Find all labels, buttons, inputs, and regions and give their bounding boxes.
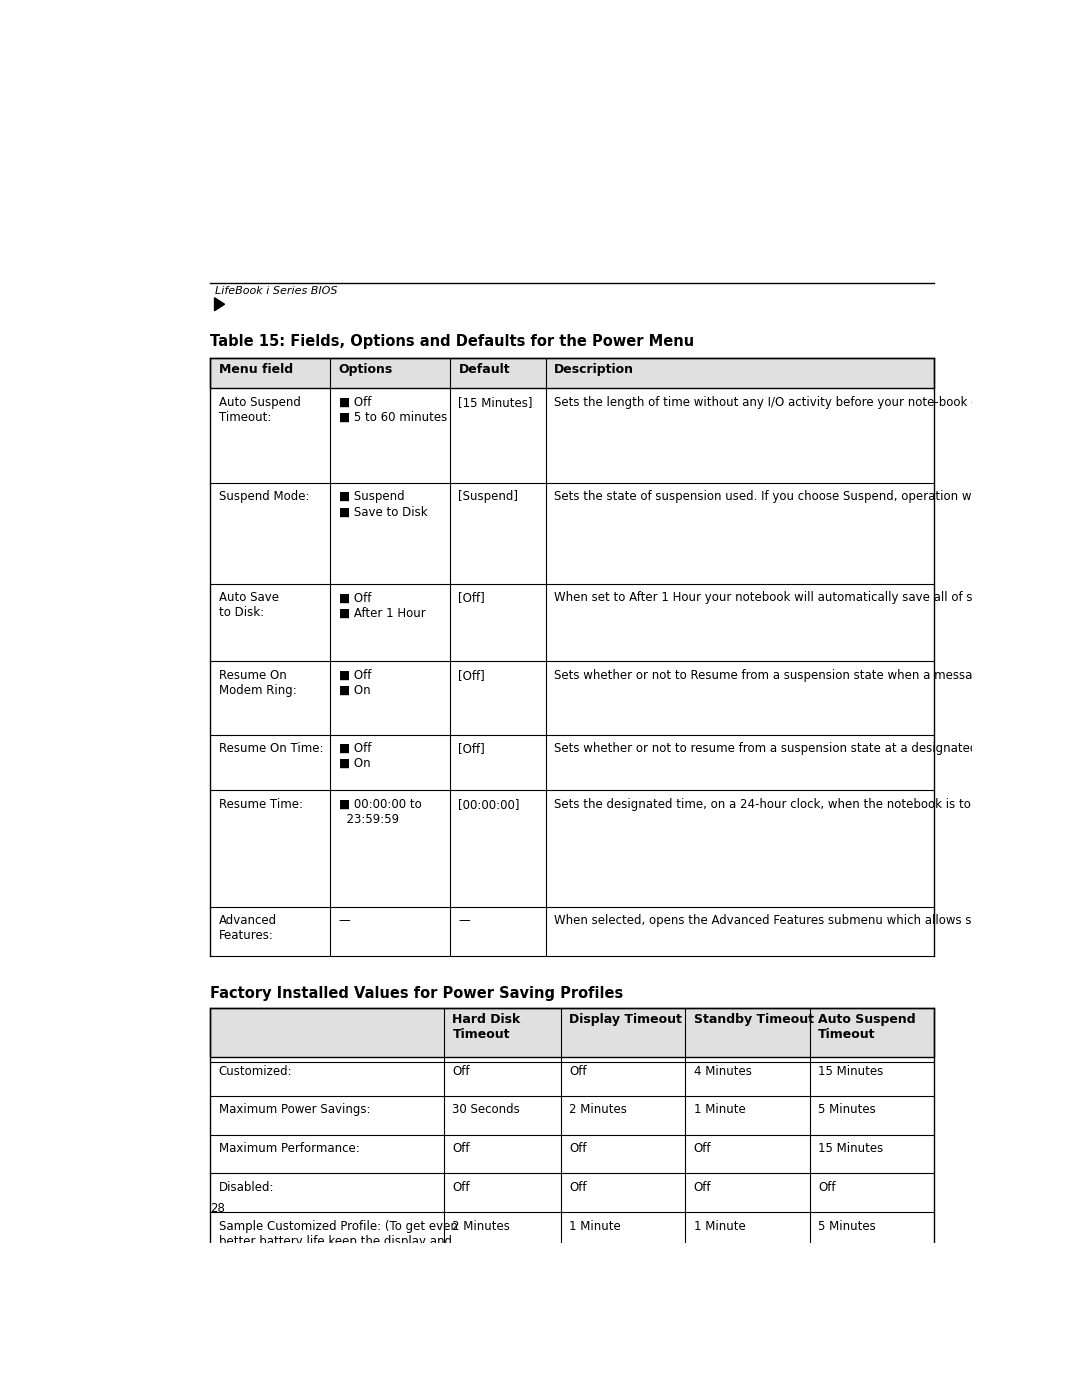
Text: Options: Options — [338, 363, 393, 376]
Text: 28: 28 — [211, 1203, 226, 1215]
Bar — [561, 1007, 686, 1058]
Text: [00:00:00]: [00:00:00] — [458, 798, 519, 812]
Text: Sets the designated time, on a 24-hour clock, when the notebook is to automatica: Sets the designated time, on a 24-hour c… — [554, 798, 1080, 812]
Text: Suspend Mode:: Suspend Mode: — [218, 490, 309, 503]
Text: Off: Off — [569, 1143, 586, 1155]
Bar — [211, 1007, 444, 1058]
Text: 30 Seconds: 30 Seconds — [453, 1104, 521, 1116]
Text: 15 Minutes: 15 Minutes — [819, 1065, 883, 1077]
Text: Off: Off — [819, 1180, 836, 1194]
Text: ■ Off
■ On: ■ Off ■ On — [338, 742, 370, 770]
Text: Off: Off — [453, 1143, 470, 1155]
Text: Resume Time:: Resume Time: — [218, 798, 302, 812]
Text: Description: Description — [554, 363, 634, 376]
Text: [15 Minutes]: [15 Minutes] — [458, 395, 532, 409]
Bar — [211, 358, 330, 388]
Text: Sets whether or not to Resume from a suspension state when a message is received: Sets whether or not to Resume from a sus… — [554, 669, 1080, 682]
Bar — [211, 358, 934, 388]
Text: Standby Timeout: Standby Timeout — [693, 1013, 814, 1027]
Text: [Off]: [Off] — [458, 591, 485, 605]
Text: Advanced
Features:: Advanced Features: — [218, 914, 276, 942]
Bar — [686, 1007, 810, 1058]
Text: 15 Minutes: 15 Minutes — [819, 1143, 883, 1155]
Text: Sets the state of suspension used. If you choose Suspend, operation will be susp: Sets the state of suspension used. If yo… — [554, 490, 1080, 503]
Text: Auto Suspend
Timeout:: Auto Suspend Timeout: — [218, 395, 300, 423]
Text: Sets the length of time without any I/O activity before your note-book goes into: Sets the length of time without any I/O … — [554, 395, 1080, 409]
Text: Sample Customized Profile: (To get even
better battery life keep the display and: Sample Customized Profile: (To get even … — [218, 1220, 474, 1278]
Text: —: — — [458, 914, 470, 928]
Text: [Suspend]: [Suspend] — [458, 490, 518, 503]
Bar — [545, 358, 934, 388]
Text: Auto Suspend
Timeout: Auto Suspend Timeout — [819, 1013, 916, 1041]
Polygon shape — [215, 298, 225, 310]
Text: Hard Disk
Timeout: Hard Disk Timeout — [453, 1013, 521, 1041]
Text: Default: Default — [458, 363, 510, 376]
Text: Disabled:: Disabled: — [218, 1180, 274, 1194]
Text: ■ Off
■ After 1 Hour: ■ Off ■ After 1 Hour — [338, 591, 426, 619]
Text: Factory Installed Values for Power Saving Profiles: Factory Installed Values for Power Savin… — [211, 986, 623, 1002]
Text: 4 Minutes: 4 Minutes — [693, 1065, 752, 1077]
Text: Off: Off — [569, 1065, 586, 1077]
Text: [Off]: [Off] — [458, 669, 485, 682]
Text: 1 Minute: 1 Minute — [569, 1220, 621, 1232]
Text: When selected, opens the Advanced Features submenu which allows setting addition: When selected, opens the Advanced Featur… — [554, 914, 1080, 928]
Text: 2 Minutes: 2 Minutes — [453, 1220, 511, 1232]
Text: Resume On
Modem Ring:: Resume On Modem Ring: — [218, 669, 296, 697]
Text: Off: Off — [453, 1065, 470, 1077]
Text: Off: Off — [693, 1143, 712, 1155]
Text: Customized:: Customized: — [218, 1065, 293, 1077]
Text: Menu field: Menu field — [218, 363, 293, 376]
Bar — [330, 358, 450, 388]
Text: Maximum Performance:: Maximum Performance: — [218, 1143, 360, 1155]
Text: 1 Minute: 1 Minute — [693, 1220, 745, 1232]
Text: Resume On Time:: Resume On Time: — [218, 742, 323, 754]
Text: Off: Off — [693, 1180, 712, 1194]
Text: Off: Off — [569, 1180, 586, 1194]
Text: ■ 00:00:00 to
  23:59:59: ■ 00:00:00 to 23:59:59 — [338, 798, 421, 826]
Text: 1 Minute: 1 Minute — [693, 1104, 745, 1116]
Text: 5 Minutes: 5 Minutes — [819, 1104, 876, 1116]
Text: [Off]: [Off] — [458, 742, 485, 754]
Text: 2 Minutes: 2 Minutes — [569, 1104, 627, 1116]
Bar — [810, 1007, 934, 1058]
Bar — [450, 358, 545, 388]
Text: Sets whether or not to resume from a suspension state at a designated time. This: Sets whether or not to resume from a sus… — [554, 742, 1080, 754]
Bar — [444, 1007, 561, 1058]
Text: Auto Save
to Disk:: Auto Save to Disk: — [218, 591, 279, 619]
Bar — [211, 1007, 934, 1058]
Text: ■ Suspend
■ Save to Disk: ■ Suspend ■ Save to Disk — [338, 490, 428, 518]
Text: Maximum Power Savings:: Maximum Power Savings: — [218, 1104, 370, 1116]
Text: —: — — [338, 914, 350, 928]
Text: When set to After 1 Hour your notebook will automatically save all of system mem: When set to After 1 Hour your notebook w… — [554, 591, 1080, 605]
Text: LifeBook i Series BIOS: LifeBook i Series BIOS — [215, 286, 337, 296]
Text: ■ Off
■ On: ■ Off ■ On — [338, 669, 370, 697]
Text: 5 Minutes: 5 Minutes — [819, 1220, 876, 1232]
Text: Off: Off — [453, 1180, 470, 1194]
Text: Display Timeout: Display Timeout — [569, 1013, 683, 1027]
Text: Table 15: Fields, Options and Defaults for the Power Menu: Table 15: Fields, Options and Defaults f… — [211, 334, 694, 349]
Text: ■ Off
■ 5 to 60 minutes: ■ Off ■ 5 to 60 minutes — [338, 395, 447, 423]
